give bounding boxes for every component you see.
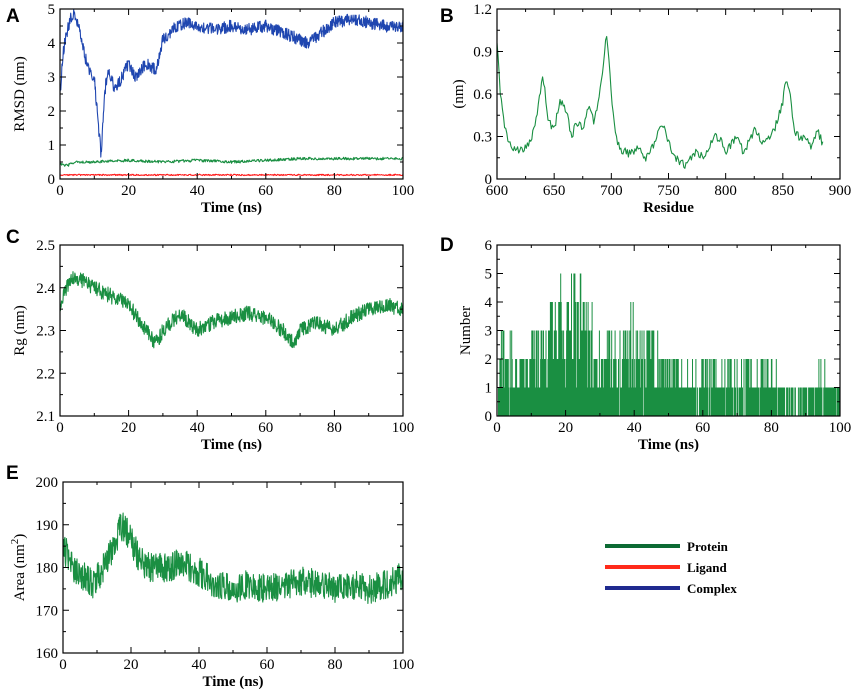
plot-frame	[59, 8, 404, 180]
legend-label-complex: Complex	[687, 581, 737, 596]
x-tick-label: 900	[829, 183, 852, 199]
x-tick-label: 20	[121, 420, 136, 436]
series-line-protein	[497, 273, 840, 416]
series-line-protein	[60, 271, 403, 349]
y-tick-label: 4	[485, 295, 493, 311]
y-tick-label: 2	[485, 352, 493, 368]
panel-e-sasa: 0 20 40 60 80 100 160 170 180 190 200 Time (ns) Area…	[6, 463, 414, 690]
y-tick-label: 5	[485, 267, 493, 283]
y-tick-label: 2	[48, 104, 56, 120]
y-tick-label: 200	[36, 475, 59, 491]
x-tick-label: 20	[558, 420, 573, 436]
series-line-protein	[63, 512, 403, 605]
x-tick-label: 650	[543, 183, 566, 199]
series-line-complex	[60, 9, 403, 158]
x-tick-label: 40	[190, 420, 205, 436]
panel-letter: B	[440, 6, 454, 27]
y-axis-label: Area (nm2)	[9, 534, 28, 602]
x-tick-label: 100	[392, 420, 415, 436]
y-tick-label: 160	[36, 646, 59, 662]
plot-frame	[496, 8, 841, 180]
x-tick-label: 80	[328, 657, 343, 673]
series-line-ligand	[60, 173, 403, 177]
x-tick-label: 40	[190, 183, 205, 199]
x-tick-label: 80	[327, 420, 342, 436]
x-tick-label: 100	[392, 183, 415, 199]
y-tick-label: 0.9	[473, 45, 492, 61]
x-tick-label: 100	[392, 657, 415, 673]
x-tick-label: 20	[124, 657, 139, 673]
x-axis-label: Residue	[643, 200, 694, 216]
panel-letter: A	[6, 6, 20, 27]
y-tick-label: 2.1	[36, 409, 55, 425]
x-tick-label: 100	[829, 420, 852, 436]
y-tick-label: 0.6	[473, 87, 492, 103]
y-tick-label: 0	[485, 172, 493, 188]
y-tick-label: 2.5	[36, 238, 55, 254]
y-axis-label: RMSD (nm)	[12, 56, 28, 131]
y-tick-label: 6	[485, 238, 493, 254]
x-tick-label: 0	[59, 657, 67, 673]
y-tick-label: 170	[36, 603, 59, 619]
panel-letter: D	[440, 235, 454, 256]
plot-frame	[62, 481, 404, 654]
y-tick-label: 0	[48, 172, 56, 188]
x-tick-label: 60	[258, 183, 273, 199]
x-tick-label: 40	[192, 657, 207, 673]
x-axis-label: Time (ns)	[638, 437, 699, 453]
x-tick-label: 850	[772, 183, 795, 199]
x-tick-label: 0	[56, 183, 64, 199]
plot-frame	[59, 244, 404, 417]
panel-d-hbonds: 0 20 40 60 80 100 0 1 2 3 4 5 6 Time (ns) Number D	[440, 235, 851, 453]
y-tick-label: 1.2	[473, 2, 492, 18]
x-tick-label: 750	[657, 183, 680, 199]
y-axis-label: Number	[458, 306, 474, 355]
y-tick-label: 4	[48, 36, 56, 52]
x-tick-label: 40	[627, 420, 642, 436]
y-axis-label: (nm)	[451, 79, 467, 108]
y-tick-label: 2.3	[36, 324, 55, 340]
y-tick-label: 1	[48, 138, 56, 154]
x-tick-label: 20	[121, 183, 136, 199]
x-tick-label: 700	[600, 183, 623, 199]
x-axis-label: Time (ns)	[201, 437, 262, 453]
x-tick-label: 80	[327, 183, 342, 199]
x-tick-label: 800	[714, 183, 737, 199]
x-tick-label: 60	[258, 420, 273, 436]
y-tick-label: 0	[485, 409, 493, 425]
x-tick-label: 0	[56, 420, 64, 436]
x-tick-label: 80	[764, 420, 779, 436]
x-tick-label: 600	[486, 183, 509, 199]
x-tick-label: 0	[493, 420, 501, 436]
y-tick-label: 0.3	[473, 130, 492, 146]
panel-letter: E	[6, 463, 19, 484]
y-tick-label: 2.4	[36, 281, 55, 297]
y-tick-label: 180	[36, 561, 59, 577]
series-line-protein	[497, 35, 824, 169]
x-tick-label: 60	[695, 420, 710, 436]
x-axis-label: Time (ns)	[203, 674, 264, 690]
y-tick-label: 2.2	[36, 366, 55, 382]
y-tick-label: 3	[485, 324, 493, 340]
x-tick-label: 60	[260, 657, 275, 673]
x-axis-label: Time (ns)	[201, 200, 262, 216]
series-line-protein	[60, 156, 403, 167]
y-tick-label: 1	[485, 381, 493, 397]
legend: Protein Ligand Complex	[605, 539, 737, 596]
y-axis-label: Rg (nm)	[12, 305, 28, 355]
panel-b-rmsf: 600 650 700 750 800 850 900 0 0.3 0.6 0.9 1.2 Residu…	[440, 2, 851, 216]
y-tick-label: 5	[48, 2, 56, 18]
y-tick-label: 3	[48, 70, 56, 86]
legend-label-ligand: Ligand	[687, 560, 728, 575]
legend-label-protein: Protein	[687, 539, 729, 554]
y-tick-label: 190	[36, 518, 59, 534]
panel-a-rmsd: 0 20 40 60 80 100 0 1 2 3 4 5 Time (ns) RMSD (nm) A	[6, 2, 414, 216]
panel-c-rg: 0 20 40 60 80 100 2.1 2.2 2.3 2.4 2.5 Time (ns) Rg (…	[6, 227, 414, 453]
panel-letter: C	[6, 227, 20, 248]
